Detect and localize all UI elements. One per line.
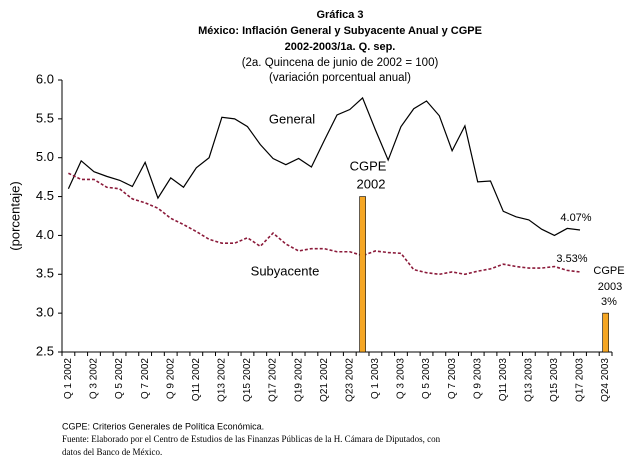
- y-tick-label: 5.0: [36, 149, 54, 164]
- annotation: CGPE: [350, 158, 387, 173]
- y-tick-label: 2.5: [36, 343, 54, 358]
- x-tick-label: Q 3 2002: [89, 358, 100, 400]
- footnote: Fuente: Elaborado por el Centro de Estud…: [62, 434, 441, 444]
- x-tick-label: Q17 2002: [268, 358, 279, 402]
- annotation: 3.53%: [556, 253, 587, 265]
- y-tick-label: 5.5: [36, 110, 54, 125]
- y-tick-label: 4.0: [36, 227, 54, 242]
- y-tick-label: 6.0: [36, 71, 54, 86]
- x-tick-label: Q11 2002: [191, 358, 202, 402]
- x-tick-label: Q 1 2002: [63, 358, 74, 400]
- chart-title: Gráfica 3: [316, 9, 363, 21]
- line-general: [67, 96, 581, 237]
- x-tick-label: Q 7 2002: [140, 358, 151, 400]
- x-tick-label: Q13 2003: [524, 358, 535, 402]
- x-tick-label: Q15 2003: [549, 358, 560, 402]
- y-tick-label: 3.5: [36, 266, 54, 281]
- x-tick-label: Q 9 2002: [165, 358, 176, 400]
- bar: [602, 312, 609, 353]
- y-axis-label: (porcentaje): [7, 181, 22, 250]
- x-tick-label: Q15 2002: [242, 358, 253, 402]
- annotation: 2002: [357, 176, 386, 191]
- footnote: CGPE: Criterios Generales de Política Ec…: [62, 421, 264, 431]
- x-tick-label: Q11 2003: [498, 358, 509, 402]
- annotation: 2003: [598, 281, 622, 293]
- x-tick-label: Q 7 2003: [447, 358, 458, 400]
- x-tick-label: Q24 2003: [600, 358, 611, 402]
- x-tick-label: Q17 2003: [575, 358, 586, 402]
- annotation: 4.07%: [560, 212, 591, 224]
- footnote: datos del Banco de México.: [62, 447, 162, 457]
- x-tick-label: Q23 2002: [344, 358, 355, 402]
- annotation: General: [269, 111, 315, 126]
- x-tick-label: Q 1 2003: [370, 358, 381, 400]
- x-tick-label: Q 3 2003: [396, 358, 407, 400]
- x-tick-label: Q13 2002: [217, 358, 228, 402]
- annotation: 3%: [601, 296, 617, 308]
- bar: [359, 196, 366, 353]
- x-tick-label: Q 5 2002: [114, 358, 125, 400]
- annotation: CGPE: [593, 265, 624, 277]
- annotation: Subyacente: [251, 263, 320, 278]
- y-tick-label: 4.5: [36, 188, 54, 203]
- chart-subtitle: México: Inflación General y Subyacente A…: [198, 25, 482, 37]
- line-subyacente: [68, 172, 581, 276]
- x-tick-label: Q19 2002: [293, 358, 304, 402]
- chart-note: (variación porcentual anual): [269, 72, 411, 84]
- x-tick-label: Q 9 2003: [472, 358, 483, 400]
- x-tick-label: Q 5 2003: [421, 358, 432, 400]
- chart-note: (2a. Quincena de junio de 2002 = 100): [242, 57, 439, 69]
- x-tick-label: Q21 2002: [319, 358, 330, 402]
- chart-subtitle: 2002-2003/1a. Q. sep.: [285, 41, 396, 53]
- y-tick-label: 3.0: [36, 305, 54, 320]
